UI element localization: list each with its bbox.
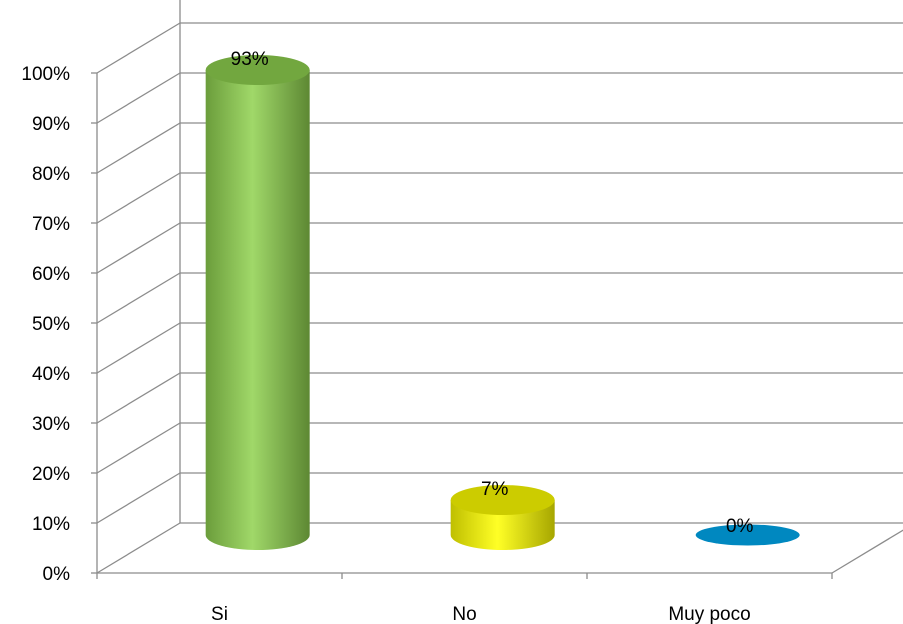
y-tick-label: 20%	[32, 464, 70, 485]
bar-body	[205, 70, 310, 550]
y-tick-label: 10%	[32, 514, 70, 535]
gridline-depth	[96, 122, 181, 174]
gridline-depth	[96, 22, 181, 74]
bar-top	[695, 524, 800, 546]
y-tick-label: 70%	[32, 214, 70, 235]
data-label: 93%	[231, 49, 269, 70]
gridline-depth	[96, 322, 181, 374]
x-tick-label: Si	[211, 604, 228, 624]
y-tick-label: 50%	[32, 314, 70, 335]
gridline-depth	[96, 472, 181, 524]
axes	[91, 72, 903, 579]
y-tick-label: 60%	[32, 264, 70, 285]
bar-top	[205, 55, 310, 85]
y-tick-label: 80%	[32, 164, 70, 185]
bars	[205, 55, 800, 550]
gridline-depth	[96, 522, 181, 574]
data-label: 0%	[726, 516, 754, 537]
y-tick-label: 0%	[43, 564, 71, 585]
gridline-depth	[96, 272, 181, 324]
y-tick-label: 100%	[21, 64, 70, 85]
bar-top	[450, 485, 555, 515]
y-tick-label: 90%	[32, 114, 70, 135]
x-tick-label: No	[452, 604, 476, 624]
labels: 0% 10% 20% 30% 40% 50% 60% 70% 80% 90% 100% Si No Muy…	[21, 49, 753, 624]
floor-edge	[831, 529, 903, 574]
y-tick-label: 30%	[32, 414, 70, 435]
data-label: 7%	[481, 479, 509, 500]
gridline-depth	[96, 222, 181, 274]
gridline-depth	[96, 172, 181, 224]
gridline-depth	[96, 72, 181, 124]
gridline-depth	[96, 422, 181, 474]
gridline-depth	[96, 372, 181, 424]
x-tick-label: Muy poco	[668, 604, 750, 624]
y-tick-label: 40%	[32, 364, 70, 385]
